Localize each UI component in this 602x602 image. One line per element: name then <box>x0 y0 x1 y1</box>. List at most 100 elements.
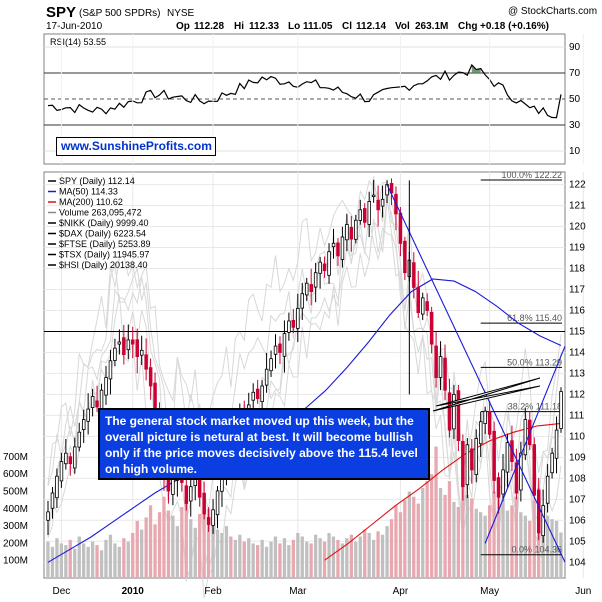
volume-bar <box>389 519 394 578</box>
candle-body <box>496 477 501 498</box>
price-tick-label: 111 <box>569 410 585 421</box>
volume-bar <box>300 536 304 578</box>
candle-body <box>278 343 282 353</box>
volume-tick-label: 700M <box>3 452 28 463</box>
volume-bar <box>345 538 349 578</box>
volume-bar <box>269 541 273 578</box>
volume-bar <box>380 534 385 578</box>
volume-bar <box>434 446 438 578</box>
volume-bar <box>501 498 505 578</box>
candle-body <box>429 311 434 345</box>
volume-bar <box>256 545 260 578</box>
date-tick-label: Jun <box>575 586 591 597</box>
price-tick-label: 113 <box>569 368 585 379</box>
arrow-annotation <box>432 377 541 412</box>
candle-body <box>82 419 86 430</box>
volume-tick-label: 400M <box>3 504 28 515</box>
volume-bar <box>416 503 420 578</box>
volume-bar <box>367 533 371 578</box>
candle-body <box>255 388 260 400</box>
volume-bar <box>202 503 206 578</box>
volume-bar <box>514 496 518 578</box>
volume-bar <box>479 512 483 578</box>
volume-bar <box>550 519 554 578</box>
index-overlay-line <box>47 201 562 537</box>
price-tick-label: 107 <box>569 494 586 505</box>
rsi-tick-label: 30 <box>569 120 581 131</box>
volume-bar <box>99 550 104 578</box>
volume-bar <box>144 517 148 578</box>
price-tick-label: 118 <box>569 264 585 275</box>
low-label: Lo <box>288 21 300 32</box>
volume-bar <box>532 500 536 578</box>
volume-bar <box>305 541 309 578</box>
volume-bar <box>46 541 50 578</box>
candle-body <box>64 452 68 465</box>
candle-body <box>470 448 474 471</box>
volume-bar <box>242 541 246 578</box>
candle-body <box>443 357 447 391</box>
volume-bar <box>126 541 130 578</box>
volume-bar <box>394 505 398 578</box>
website-link[interactable]: www.SunshineProfits.com <box>56 137 216 156</box>
candle-body <box>287 320 291 333</box>
volume-bar <box>412 496 416 578</box>
rsi-tick-label: 70 <box>569 68 581 79</box>
volume-value: 263.1M <box>415 21 448 32</box>
legend-entry: $DAX (Daily) 6223.54 <box>59 229 146 239</box>
volume-bar <box>523 515 527 578</box>
exchange-label: NYSE <box>167 8 195 19</box>
volume-tick-label: 100M <box>3 556 28 567</box>
candle-body <box>420 297 425 315</box>
date-tick-label: 2010 <box>122 586 145 597</box>
candle-body <box>113 347 117 361</box>
price-tick-label: 114 <box>569 347 585 358</box>
candle-body <box>202 492 206 515</box>
volume-bar <box>403 500 407 578</box>
candle-body <box>59 461 64 482</box>
volume-bar <box>291 539 295 578</box>
volume-bar <box>438 488 443 578</box>
candle-body <box>354 219 358 240</box>
volume-label: Vol <box>395 21 410 32</box>
volume-bar <box>349 534 353 578</box>
volume-bar <box>385 526 389 578</box>
legend-entry: MA(50) 114.33 <box>59 187 118 197</box>
volume-bar <box>166 510 171 578</box>
volume-bars <box>46 446 563 578</box>
candle-body <box>322 263 327 272</box>
candle-body <box>398 212 403 244</box>
change-label: Chg <box>458 21 477 32</box>
volume-bar <box>331 536 336 578</box>
volume-bar <box>510 505 514 578</box>
candle-body <box>122 337 126 356</box>
fib-label: 38.2% 111.18 <box>508 402 562 412</box>
volume-bar <box>376 531 380 578</box>
candle-body <box>126 339 131 351</box>
volume-bar <box>519 512 523 578</box>
volume-bar <box>554 520 559 578</box>
legend-entry: $HSI (Daily) 20138.40 <box>59 260 148 270</box>
candle-body <box>148 367 153 387</box>
date-tick-label: May <box>480 586 499 597</box>
symbol-name: (S&P 500 SPDRs) <box>79 8 161 19</box>
candle-body <box>90 396 95 409</box>
price-tick-label: 112 <box>569 389 585 400</box>
volume-bar <box>559 532 563 578</box>
candle-body <box>300 293 304 309</box>
candle-body <box>358 209 362 221</box>
uptrend-line <box>484 345 566 544</box>
volume-bar <box>108 534 113 578</box>
volume-bar <box>336 539 340 578</box>
trend-lines <box>386 180 566 563</box>
legend-entry: $FTSE (Daily) 5253.89 <box>59 239 151 249</box>
candle-body <box>412 262 416 288</box>
volume-tick-label: 200M <box>3 538 28 549</box>
volume-bar <box>260 539 264 578</box>
legend-entry: MA(200) 110.62 <box>59 197 123 207</box>
volume-bar <box>363 529 367 578</box>
volume-bar <box>314 534 318 578</box>
watermark: @ StockCharts.com <box>508 6 597 17</box>
